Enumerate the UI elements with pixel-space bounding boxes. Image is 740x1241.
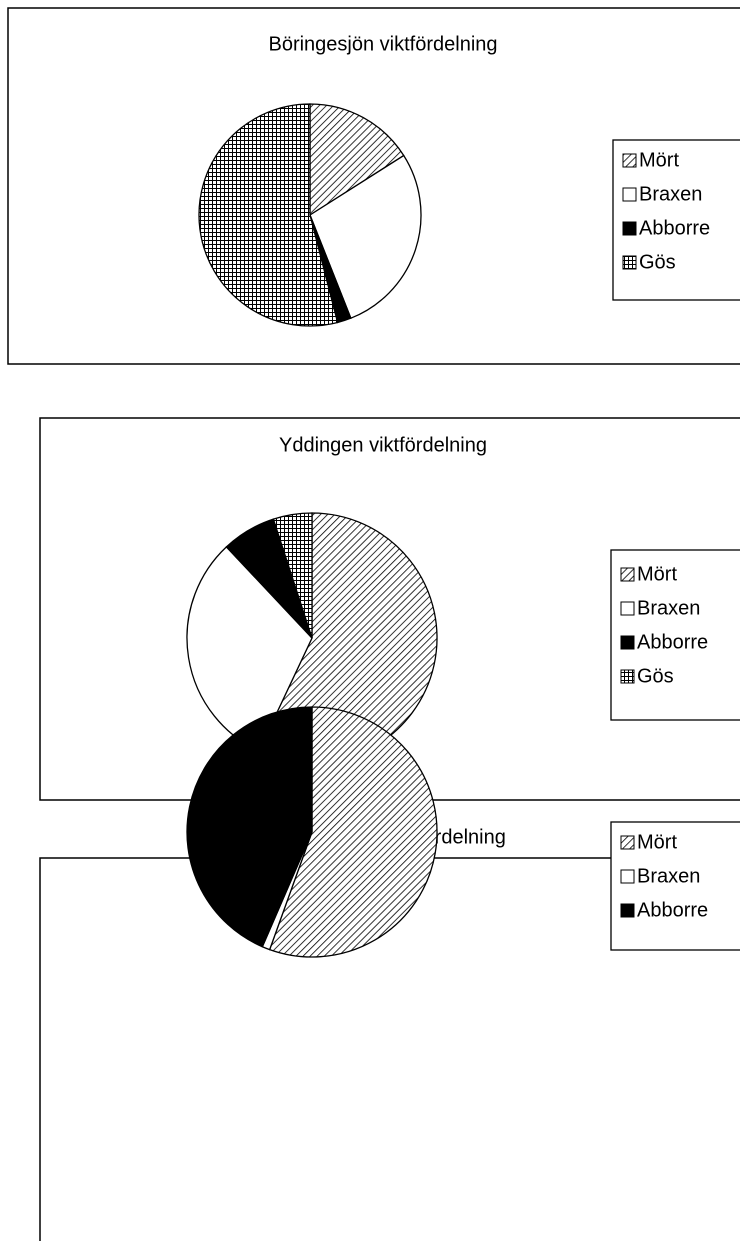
legend-swatch bbox=[620, 567, 635, 582]
pie-slice bbox=[309, 103, 405, 217]
legend-label: Abborre bbox=[639, 217, 710, 239]
legend-label: Mört bbox=[637, 831, 677, 853]
pie-slice bbox=[272, 512, 313, 639]
legend-swatch bbox=[622, 255, 637, 270]
pie-slice bbox=[198, 103, 339, 327]
legend-swatch bbox=[622, 153, 637, 168]
chart-title: Böringesjön viktfördelning bbox=[268, 33, 497, 55]
legend-swatch bbox=[622, 221, 637, 236]
legend-swatch bbox=[620, 635, 635, 650]
legend-swatch bbox=[620, 601, 635, 616]
legend-label: Mört bbox=[639, 149, 679, 171]
legend-label: Braxen bbox=[639, 183, 702, 205]
pie-slice bbox=[309, 154, 422, 320]
legend-swatch bbox=[620, 869, 635, 884]
legend-swatch bbox=[620, 903, 635, 918]
legend-swatch bbox=[620, 669, 635, 684]
legend-label: Gös bbox=[637, 665, 674, 687]
pie-slice bbox=[186, 706, 313, 948]
legend-label: Abborre bbox=[637, 631, 708, 653]
legend-swatch bbox=[620, 835, 635, 850]
pie-slice bbox=[268, 706, 438, 958]
legend-label: Abborre bbox=[637, 899, 708, 921]
legend-label: Mört bbox=[637, 563, 677, 585]
legend-label: Braxen bbox=[637, 865, 700, 887]
legend-label: Braxen bbox=[637, 597, 700, 619]
chart-title: Yddingen viktfördelning bbox=[279, 434, 487, 456]
legend-swatch bbox=[622, 187, 637, 202]
legend-label: Gös bbox=[639, 251, 676, 273]
